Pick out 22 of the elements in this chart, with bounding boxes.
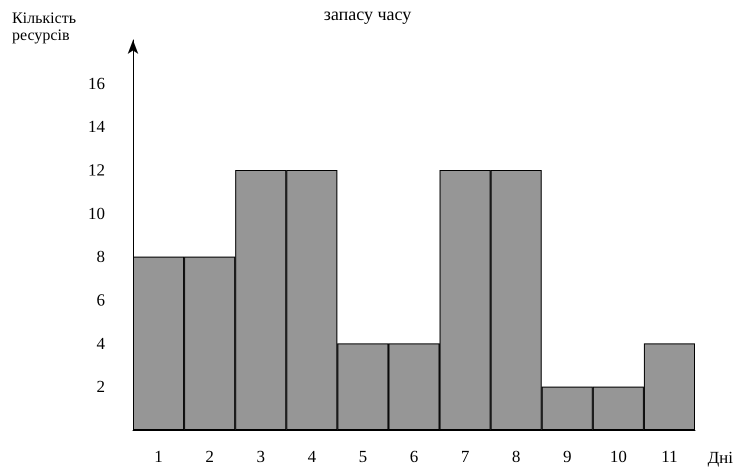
x-tick-label: 7 xyxy=(460,447,470,466)
x-tick-label: 3 xyxy=(256,447,265,466)
x-tick-label: 10 xyxy=(610,447,627,466)
y-tick-label: 10 xyxy=(88,204,105,223)
x-tick-label: 5 xyxy=(358,447,368,466)
y-tick-label: 4 xyxy=(96,334,106,353)
y-axis-title: Кількість ресурсів xyxy=(12,10,76,44)
x-tick-label: 9 xyxy=(563,447,572,466)
y-tick-label: 8 xyxy=(96,247,105,266)
chart-title: запасу часу xyxy=(324,4,412,24)
x-tick-label: 2 xyxy=(205,447,214,466)
x-tick-label: 1 xyxy=(154,447,163,466)
x-tick-label: 6 xyxy=(410,447,418,466)
y-tick-label: 6 xyxy=(96,290,105,310)
y-tick-label: 2 xyxy=(96,377,105,396)
x-tick-label: 8 xyxy=(512,447,520,466)
x-tick-label: 4 xyxy=(308,447,317,466)
x-axis-title: Дні xyxy=(708,448,734,467)
y-tick-label: 12 xyxy=(88,160,105,180)
y-tick-label: 14 xyxy=(88,117,106,136)
y-tick-label: 16 xyxy=(88,74,105,93)
x-tick-label: 11 xyxy=(661,447,678,466)
